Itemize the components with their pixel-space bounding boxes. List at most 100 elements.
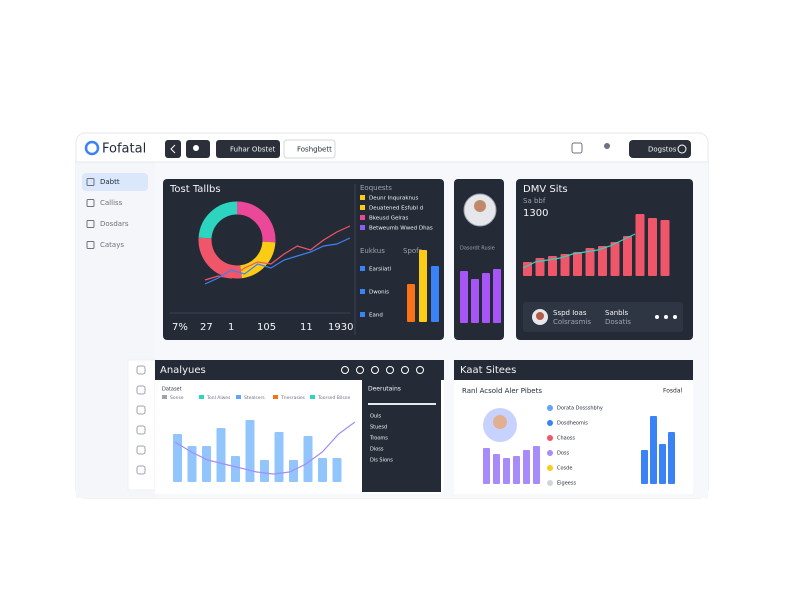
panel-title: Tost Tallbs [169, 184, 221, 195]
stat: 7% [172, 322, 188, 333]
meta-label: Sanbls [605, 309, 629, 317]
chart-icon[interactable] [136, 425, 146, 435]
toolbar-icon[interactable] [356, 366, 364, 374]
side-title: Deerutains [368, 386, 401, 393]
side-row: Stuesd [370, 425, 387, 431]
user-card [523, 302, 683, 332]
legend-swatch [360, 215, 365, 220]
legend-label: Tonl Aiwes [206, 395, 231, 401]
bar [332, 458, 342, 482]
bar [482, 273, 490, 323]
nav-item[interactable]: Catays [100, 241, 124, 249]
bar [598, 246, 607, 276]
legend-dot [547, 465, 553, 471]
legend-swatch [360, 205, 365, 210]
back-button[interactable] [165, 140, 181, 158]
toolbar-icon[interactable] [416, 366, 424, 374]
settings-icon[interactable] [571, 142, 583, 154]
donut-segment [198, 201, 238, 239]
toolbar-icon[interactable] [401, 366, 409, 374]
avatar-face [536, 312, 544, 320]
bar [610, 242, 620, 276]
legend-swatch [199, 395, 204, 399]
bar [523, 450, 530, 484]
donut-segment [198, 237, 242, 279]
panel-title: DMV Sits [523, 184, 568, 195]
bar [650, 416, 657, 484]
nav-item[interactable]: Calliss [100, 199, 123, 207]
legend-label: Cosde [557, 466, 572, 472]
trend-line [522, 233, 636, 269]
label: Dataset [162, 387, 182, 393]
legend-swatch [360, 195, 365, 200]
bar [493, 454, 500, 484]
button[interactable] [283, 139, 336, 159]
legend-label: Dorata Dossshbhy [557, 406, 603, 412]
bar [187, 446, 197, 482]
donut-segment [236, 201, 276, 243]
trend-line [174, 421, 356, 475]
dot[interactable] [664, 315, 668, 319]
toolbar-icon[interactable] [371, 366, 379, 374]
dot[interactable] [655, 315, 659, 319]
list-icon [360, 266, 365, 271]
panel-header [155, 360, 444, 380]
bar [274, 432, 284, 482]
profile-icon[interactable] [604, 143, 610, 149]
side-row: Trooms [369, 436, 388, 442]
stat: 11 [300, 322, 313, 333]
toolbar-icon[interactable] [386, 366, 394, 374]
side-row: Dis Sions [370, 458, 393, 464]
button[interactable] [216, 140, 280, 158]
bar [648, 218, 657, 276]
doc-icon[interactable] [136, 465, 146, 475]
legend-dot [547, 405, 553, 411]
dot[interactable] [673, 315, 677, 319]
legend-dot [547, 435, 553, 441]
panel-header [454, 360, 693, 380]
nav-item[interactable]: Dosdars [100, 220, 129, 228]
user-icon[interactable] [136, 385, 146, 395]
legend-label: Deuatened Esfubl d [369, 206, 423, 212]
legend-swatch [236, 395, 241, 399]
legend-swatch [273, 395, 278, 399]
side-row: Dioss [370, 447, 384, 453]
user-icon[interactable] [136, 405, 146, 415]
legend-label: Stealsers [244, 395, 265, 401]
legend-dot [547, 420, 553, 426]
bar [493, 269, 501, 323]
button[interactable] [629, 140, 691, 158]
nav-icon [86, 178, 95, 186]
nav-icon [86, 199, 95, 207]
panel [163, 179, 444, 340]
list-item: Dwonis [369, 290, 389, 296]
bar [231, 456, 240, 482]
bar [173, 434, 182, 482]
button-label: Fuhar Obstet [230, 146, 276, 154]
bar [659, 444, 666, 484]
bar [471, 279, 479, 323]
search-icon[interactable] [136, 365, 146, 375]
caption: Dasordt Rusie [460, 246, 495, 252]
kpi-value: 1300 [523, 208, 548, 219]
trend-line [204, 237, 351, 285]
legend-label: Eigeess [557, 481, 576, 487]
bar [641, 450, 648, 484]
bar [419, 250, 427, 322]
logo-icon [84, 140, 100, 156]
legend-swatch [310, 395, 315, 399]
avatar-face [474, 200, 486, 212]
nav-item[interactable]: Dabtt [100, 178, 120, 186]
stat: 27 [200, 322, 213, 333]
bar [260, 460, 269, 482]
subtitle: Ranl Acsold Aler Pibets [462, 387, 542, 395]
legend-swatch [162, 395, 167, 399]
panel-title: Analyues [160, 365, 206, 376]
bar [245, 420, 255, 482]
legend-label: Doss [557, 451, 570, 457]
button-label: Dogstos [648, 146, 677, 154]
bar [535, 258, 545, 276]
toolbar-icon[interactable] [341, 366, 349, 374]
image-icon[interactable] [136, 445, 146, 455]
stat: 105 [257, 322, 276, 333]
